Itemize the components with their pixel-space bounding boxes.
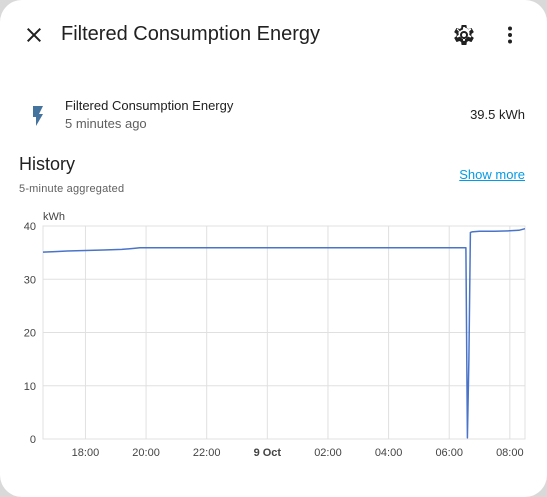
x-tick-label: 06:00 bbox=[435, 447, 463, 459]
y-tick-label: 0 bbox=[30, 434, 36, 446]
x-tick-label: 04:00 bbox=[375, 447, 403, 459]
dialog-header: Filtered Consumption Energy bbox=[0, 0, 547, 70]
x-tick-label: 22:00 bbox=[193, 447, 221, 459]
y-tick-label: 20 bbox=[24, 328, 36, 340]
x-tick-label: 9 Oct bbox=[254, 447, 282, 459]
history-title: History bbox=[19, 154, 76, 174]
x-tick-label: 18:00 bbox=[72, 447, 100, 459]
x-tick-label: 08:00 bbox=[496, 447, 524, 459]
chart-grid bbox=[42, 225, 526, 440]
more-options-button[interactable] bbox=[492, 17, 528, 53]
y-tick-label: 10 bbox=[24, 381, 36, 393]
dialog-title: Filtered Consumption Energy bbox=[61, 23, 321, 45]
chart-series bbox=[42, 227, 526, 439]
entity-state-value: 39.5 kWh bbox=[470, 107, 525, 122]
y-tick-label: 40 bbox=[24, 221, 36, 233]
settings-button[interactable] bbox=[446, 17, 482, 53]
flash-icon bbox=[33, 106, 43, 126]
y-tick-label: 30 bbox=[24, 274, 36, 286]
history-aggregation-label: 5-minute aggregated bbox=[19, 183, 125, 195]
x-tick-label: 20:00 bbox=[132, 447, 160, 459]
close-button[interactable] bbox=[16, 17, 52, 53]
gear-icon bbox=[454, 25, 474, 45]
more-vertical-icon bbox=[508, 26, 512, 44]
entity-state-row: Filtered Consumption Energy 5 minutes ag… bbox=[0, 90, 547, 140]
history-chart: 0 10 20 30 40 18:00 20:00 22:00 9 Oct 02:00 04:00… bbox=[24, 211, 526, 459]
y-axis-label: kWh bbox=[43, 211, 65, 223]
y-axis-ticks: 0 10 20 30 40 bbox=[24, 221, 36, 446]
x-axis-ticks: 18:00 20:00 22:00 9 Oct 02:00 04:00 06:00 08:00 bbox=[72, 447, 524, 459]
close-icon bbox=[27, 28, 41, 42]
x-tick-label: 02:00 bbox=[314, 447, 342, 459]
entity-name: Filtered Consumption Energy bbox=[65, 98, 234, 113]
series-line bbox=[42, 227, 526, 439]
entity-last-changed: 5 minutes ago bbox=[65, 116, 147, 131]
show-more-link[interactable]: Show more bbox=[459, 167, 525, 182]
